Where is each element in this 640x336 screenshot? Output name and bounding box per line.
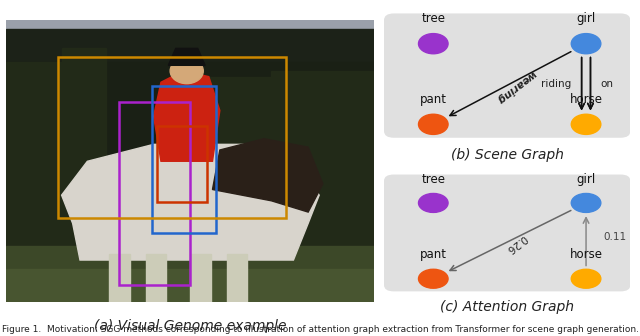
Polygon shape — [154, 71, 220, 161]
Text: pant: pant — [420, 93, 447, 106]
Text: on: on — [601, 79, 614, 89]
Polygon shape — [61, 144, 319, 260]
Text: (c) Attention Graph: (c) Attention Graph — [440, 300, 574, 314]
Polygon shape — [212, 139, 323, 212]
Bar — [58, 57, 286, 218]
Text: riding: riding — [541, 79, 572, 89]
Text: tree: tree — [421, 173, 445, 185]
Bar — [147, 254, 166, 302]
Text: (a) Visual Genome example: (a) Visual Genome example — [94, 319, 287, 333]
Bar — [6, 268, 374, 302]
Bar — [191, 254, 211, 302]
Bar — [227, 254, 248, 302]
Bar — [6, 62, 374, 260]
Bar — [152, 86, 216, 233]
Circle shape — [419, 34, 448, 54]
Polygon shape — [168, 48, 205, 65]
Text: horse: horse — [570, 93, 602, 106]
Text: 0.26: 0.26 — [504, 232, 528, 254]
Circle shape — [419, 194, 448, 212]
Bar — [6, 29, 374, 260]
Text: wearing: wearing — [494, 68, 538, 104]
Bar — [61, 48, 106, 246]
Bar — [6, 20, 374, 71]
Bar — [118, 102, 191, 286]
FancyBboxPatch shape — [384, 13, 630, 138]
FancyBboxPatch shape — [384, 174, 630, 291]
Circle shape — [419, 114, 448, 134]
Text: girl: girl — [577, 12, 596, 25]
Bar — [271, 71, 374, 246]
Text: tree: tree — [421, 12, 445, 25]
Circle shape — [572, 194, 601, 212]
Bar — [6, 246, 374, 302]
Circle shape — [170, 58, 204, 84]
Text: (b) Scene Graph: (b) Scene Graph — [451, 148, 564, 162]
Bar — [157, 126, 207, 202]
Text: pant: pant — [420, 248, 447, 261]
Text: Figure 1.  Motivation: SGG methods corresponding to illustration of attention gr: Figure 1. Motivation: SGG methods corres… — [1, 325, 639, 334]
Circle shape — [572, 34, 601, 54]
Circle shape — [572, 269, 601, 288]
Text: girl: girl — [577, 173, 596, 185]
Circle shape — [572, 114, 601, 134]
Circle shape — [419, 269, 448, 288]
Text: horse: horse — [570, 248, 602, 261]
Bar — [209, 77, 282, 246]
Text: 0.11: 0.11 — [604, 232, 627, 242]
Bar — [109, 254, 130, 302]
Bar — [6, 62, 73, 246]
